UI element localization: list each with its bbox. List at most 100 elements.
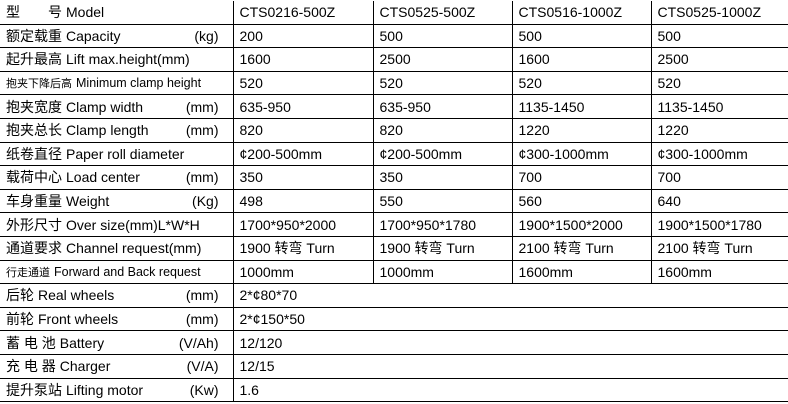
label-en: Minimum clamp height	[76, 76, 202, 91]
table-cell: 500	[372, 23, 513, 49]
label-en: Capacity	[66, 27, 121, 44]
label-cn: 前轮	[6, 311, 34, 328]
table-cell: 1000mm	[232, 259, 374, 285]
table-row: 抱夹下降后高 Minimum clamp height 520 520 520 520	[0, 70, 788, 96]
table-cell-merged: 2*¢80*70	[232, 283, 788, 308]
table-cell: 520	[372, 70, 513, 96]
table-row: 纸卷直径 Paper roll diameter ¢200-500mm ¢200-50…	[0, 141, 788, 167]
table-cell: 1700*950*1780	[372, 212, 513, 237]
label-cn: 充 电 器	[6, 358, 56, 375]
row-label: 前轮 Front wheels (mm)	[0, 306, 234, 332]
table-cell-merged: 12/120	[232, 330, 788, 355]
table-cell-merged: 1.6	[232, 377, 788, 403]
row-label: 蓄 电 池 Battery (V/Ah)	[0, 330, 234, 355]
row-label: 抱夹宽度 Clamp width (mm)	[0, 94, 234, 119]
table-cell: 640	[650, 188, 788, 214]
table-cell: 1220	[650, 117, 788, 143]
label-cn: 蓄 电 池	[6, 334, 56, 351]
table-cell: 1900*1500*1780	[650, 212, 788, 237]
label-en: Over size(mm)L*W*H	[66, 216, 200, 233]
table-cell: 1900 转弯 Turn	[372, 235, 513, 261]
table-cell: 1220	[511, 117, 652, 143]
label-unit: (mm)	[185, 98, 219, 115]
row-label: 抱夹下降后高 Minimum clamp height	[0, 70, 234, 96]
label-cn: 载荷中心	[6, 169, 62, 186]
label-unit: (V/Ah)	[178, 334, 219, 351]
table-cell: 560	[511, 188, 652, 214]
row-label: 起升最高 Lift max.height(mm)	[0, 47, 234, 72]
table-row: 抱夹宽度 Clamp width (mm) 635-950 635-950 1135-14…	[0, 94, 788, 119]
table-cell: 635-950	[232, 94, 374, 119]
table-cell: 2500	[372, 47, 513, 72]
table-cell-merged: 12/15	[232, 353, 788, 379]
label-cn: 纸卷直径	[6, 145, 62, 162]
table-cell: 1135-1450	[511, 94, 652, 119]
label-en: Paper roll diameter	[66, 145, 185, 162]
table-row: 后轮 Real wheels (mm) 2*¢80*70	[0, 283, 788, 308]
table-row: 外形尺寸 Over size(mm)L*W*H 1700*950*2000 1700*…	[0, 212, 788, 237]
row-label: 通道要求 Channel request(mm)	[0, 235, 234, 261]
row-label: 抱夹总长 Clamp length (mm)	[0, 117, 234, 143]
table-cell: ¢300-1000mm	[511, 141, 652, 167]
table-cell: ¢200-500mm	[372, 141, 513, 167]
label-unit: (mm)	[185, 311, 219, 328]
row-label: 后轮 Real wheels (mm)	[0, 283, 234, 308]
label-cn: 通道要求	[6, 240, 62, 257]
label-cn: 车身重量	[6, 193, 62, 210]
label-unit: (mm)	[185, 169, 219, 186]
table-row: 抱夹总长 Clamp length (mm) 820 820 1220 1220	[0, 117, 788, 143]
table-cell: 500	[650, 23, 788, 49]
label-unit: (Kw)	[189, 381, 219, 398]
table-row: 行走通道 Forward and Back request 1000mm 1000mm…	[0, 259, 788, 285]
table-cell: ¢200-500mm	[232, 141, 374, 167]
table-cell: 520	[650, 70, 788, 96]
label-en: Model	[66, 4, 105, 21]
row-label: 车身重量 Weight (Kg)	[0, 188, 234, 214]
table-cell: 1600mm	[650, 259, 788, 285]
table-row: 额定载重 Capacity (kg) 200 500 500 500	[0, 23, 788, 49]
label-unit: (mm)	[185, 122, 219, 139]
table-cell: 1135-1450	[650, 94, 788, 119]
label-cn: 型 号	[6, 4, 62, 21]
label-en: Forward and Back request	[54, 264, 201, 279]
row-label: 充 电 器 Charger (V/A)	[0, 353, 234, 379]
table-cell: CTS0516-1000Z	[511, 1, 652, 25]
table-cell: 2500	[650, 47, 788, 72]
label-en: Clamp width	[66, 98, 144, 115]
table-row: 通道要求 Channel request(mm) 1900 转弯 Turn 1900 …	[0, 235, 788, 261]
table-cell: 1600	[232, 47, 374, 72]
label-cn: 起升最高	[6, 51, 62, 68]
table-row: 起升最高 Lift max.height(mm) 1600 2500 1600 2500	[0, 47, 788, 72]
table-cell: 2100 转弯 Turn	[511, 235, 652, 261]
label-unit: (Kg)	[192, 193, 219, 210]
table-cell: 1000mm	[372, 259, 513, 285]
table-row: 充 电 器 Charger (V/A) 12/15	[0, 353, 788, 379]
table-cell: 1600mm	[511, 259, 652, 285]
table-cell: 1900*1500*2000	[511, 212, 652, 237]
label-en: Charger	[59, 358, 111, 375]
label-en: Lifting motor	[66, 381, 144, 398]
table-cell: CTS0525-500Z	[372, 1, 513, 25]
label-en: Real wheels	[38, 287, 115, 304]
label-unit: (kg)	[194, 27, 219, 44]
table-cell: 820	[232, 117, 374, 143]
row-label: 行走通道 Forward and Back request	[0, 259, 234, 285]
label-en: Weight	[66, 193, 110, 210]
label-cn: 提升泵站	[6, 381, 62, 398]
table-cell: 1700*950*2000	[232, 212, 374, 237]
table-cell: CTS0525-1000Z	[650, 1, 788, 25]
label-unit: (mm)	[185, 287, 219, 304]
table-row: 前轮 Front wheels (mm) 2*¢150*50	[0, 306, 788, 332]
table-cell: 500	[511, 23, 652, 49]
label-en: Clamp length	[66, 122, 149, 139]
table-cell: 635-950	[372, 94, 513, 119]
table-cell: 520	[511, 70, 652, 96]
label-en: Front wheels	[38, 311, 119, 328]
row-label: 纸卷直径 Paper roll diameter	[0, 141, 234, 167]
label-cn: 外形尺寸	[6, 216, 62, 233]
table-cell-merged: 2*¢150*50	[232, 306, 788, 332]
row-label: 提升泵站 Lifting motor (Kw)	[0, 377, 234, 403]
label-cn: 额定载重	[6, 27, 62, 44]
table-cell: 1900 转弯 Turn	[232, 235, 374, 261]
